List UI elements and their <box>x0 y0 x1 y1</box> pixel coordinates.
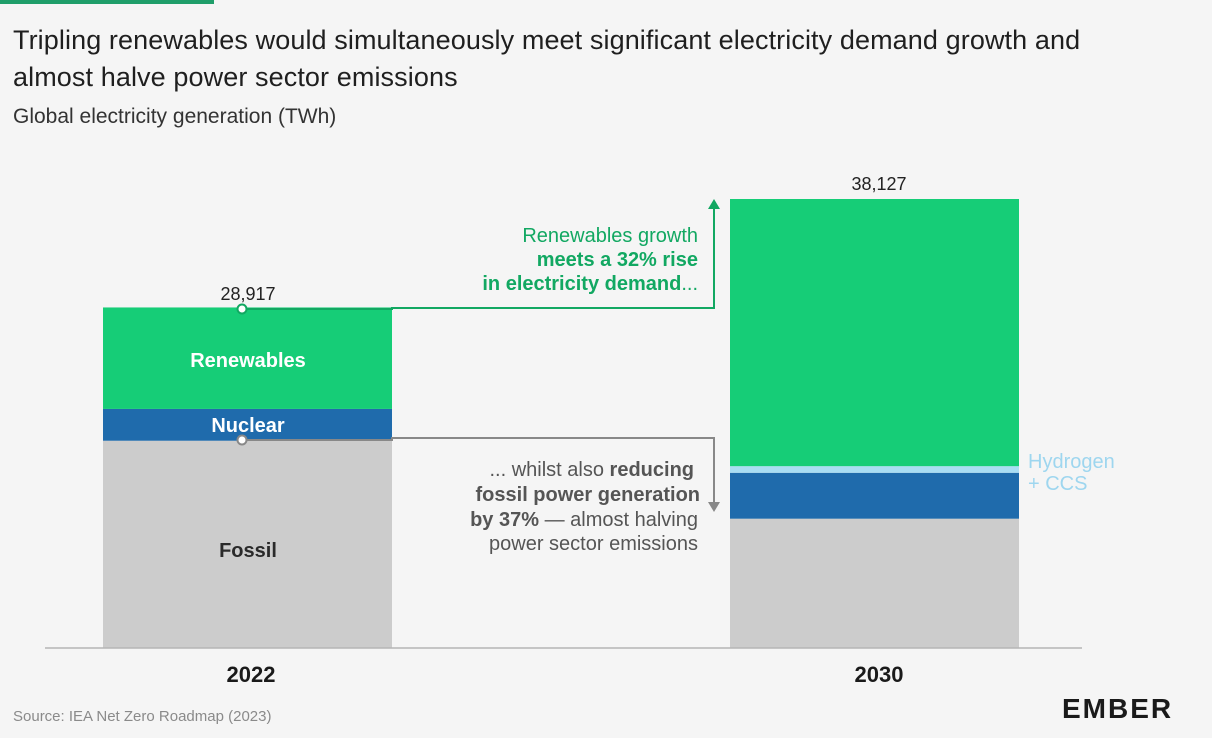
ember-logo: EMBER <box>1062 693 1174 724</box>
segment-label-nuclear: Nuclear <box>211 415 285 437</box>
fossil-annotation-line1: ... whilst also reducing <box>490 459 695 481</box>
total-label-2030: 38,127 <box>851 174 906 194</box>
bar-segment-hydrogen-ccs-2030 <box>730 466 1019 473</box>
x-tick-label-2030: 2030 <box>855 662 904 687</box>
bar-segment-nuclear-2022 <box>103 408 392 441</box>
bar-segment-fossil-2022 <box>103 440 392 648</box>
renewables-annotation-line1: Renewables growth <box>522 225 698 247</box>
total-label-2022: 28,917 <box>220 284 275 304</box>
fossil-annotation-line3: by 37% — almost halving <box>470 509 698 531</box>
chart-subtitle: Global electricity generation (TWh) <box>13 105 337 128</box>
hydrogen-ccs-label-line2: + CCS <box>1028 473 1087 495</box>
up-arrow-icon <box>708 199 720 209</box>
fossil-reduction-anchor-dot <box>236 434 248 446</box>
fossil-annotation-line3-plain: — almost halving <box>539 509 698 531</box>
segment-label-renewables: Renewables <box>190 350 306 372</box>
renewables-growth-connector <box>242 205 715 310</box>
accent-bar <box>0 0 214 4</box>
fossil-annotation-line4: power sector emissions <box>489 533 698 555</box>
chart-title: Tripling renewables would simultaneously… <box>13 25 1081 92</box>
renewables-annotation-line3-tail: ... <box>681 273 698 295</box>
fossil-annotation-line2: fossil power generation <box>476 484 700 506</box>
hydrogen-ccs-label-line1: Hydrogen <box>1028 451 1115 473</box>
bar-segment-renewables-2022 <box>103 307 392 409</box>
renewables-annotation-line3: in electricity demand... <box>482 273 698 295</box>
source-note: Source: IEA Net Zero Roadmap (2023) <box>13 708 272 725</box>
fossil-annotation-line1-bold: reducing <box>610 459 694 481</box>
renewables-annotation-line3-bold: in electricity demand <box>482 273 681 295</box>
fossil-annotation-line3-bold: by 37% <box>470 509 539 531</box>
fossil-annotation-line1-plain: ... whilst also <box>490 459 610 481</box>
renewables-annotation-line2: meets a 32% rise <box>537 249 698 271</box>
bar-segment-fossil-2030 <box>730 518 1019 648</box>
renewables-growth-anchor-dot <box>236 303 248 315</box>
segment-label-fossil: Fossil <box>219 540 277 562</box>
bar-segment-nuclear-2030 <box>730 472 1019 519</box>
fossil-reduction-connector <box>242 437 715 505</box>
down-arrow-icon <box>708 502 720 512</box>
x-tick-label-2022: 2022 <box>227 662 276 687</box>
bar-segment-renewables-2030 <box>730 199 1019 467</box>
